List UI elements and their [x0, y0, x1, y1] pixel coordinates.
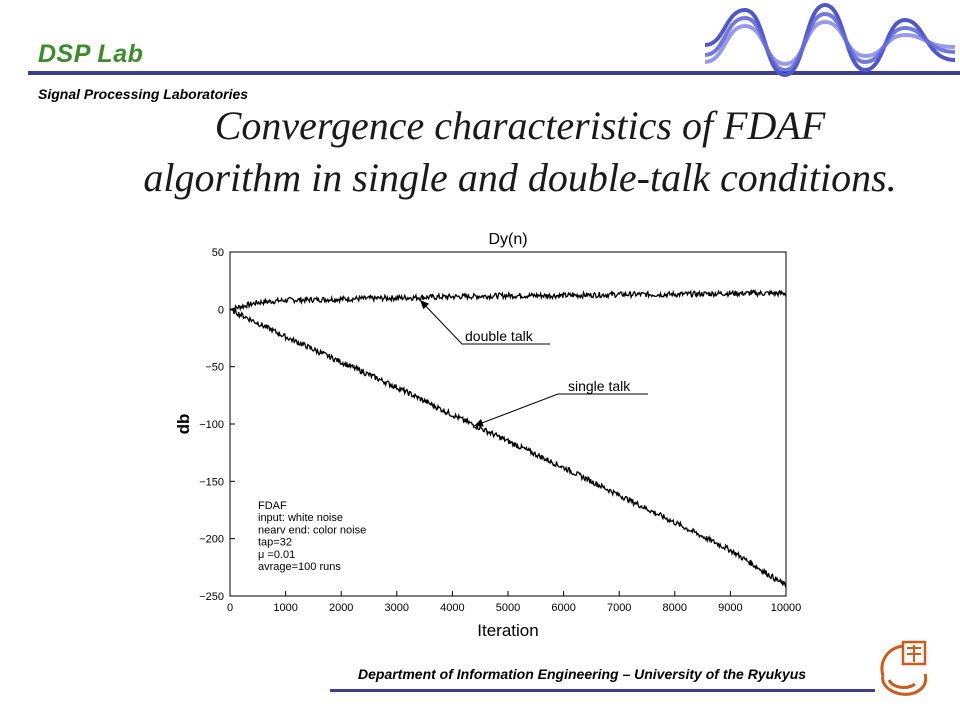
annotation-arrowhead: [420, 300, 430, 310]
chart-title: Dy(n): [488, 231, 527, 248]
x-tick-label: 8000: [663, 602, 687, 614]
header-divider: [28, 71, 960, 75]
y-tick-label: −200: [199, 534, 224, 546]
series-line-double-talk: [229, 288, 787, 314]
x-tick-label: 1000: [273, 602, 297, 614]
info-box-line: μ =0.01: [258, 549, 295, 561]
footer-divider: [330, 689, 875, 692]
university-emblem-icon: [880, 640, 928, 696]
x-tick-label: 4000: [440, 602, 464, 614]
x-tick-label: 9000: [718, 602, 742, 614]
plot-area-frame: [229, 251, 787, 597]
info-box-line: FDAF: [258, 500, 287, 512]
info-box-line: tap=32: [258, 537, 292, 549]
y-tick-label: 50: [212, 247, 224, 259]
slide-title: Convergence characteristics of FDAF algo…: [100, 100, 940, 204]
x-tick-label: 10000: [771, 602, 802, 614]
series-line-single-talk: [229, 308, 787, 588]
slide-title-line-2: algorithm in single and double-talk cond…: [143, 155, 897, 200]
x-tick-label: 0: [227, 602, 233, 614]
info-box-line: nearv end: color noise: [258, 524, 366, 536]
info-box-line: avrage=100 runs: [258, 561, 341, 573]
x-tick-label: 7000: [607, 602, 631, 614]
annotation-leader-line: [473, 393, 648, 427]
y-tick-label: −250: [199, 591, 224, 603]
x-tick-label: 6000: [551, 602, 575, 614]
x-tick-label: 2000: [329, 602, 353, 614]
x-tick-label: 3000: [385, 602, 409, 614]
x-tick-label: 5000: [496, 602, 520, 614]
y-tick-label: 0: [218, 304, 224, 316]
lab-name: DSP Lab: [38, 40, 144, 68]
slide-title-line-1: Convergence characteristics of FDAF: [214, 103, 826, 148]
annotation-label: double talk: [465, 328, 534, 344]
y-axis-label: db: [174, 414, 193, 435]
x-axis-label: Iteration: [477, 621, 538, 640]
lab-subtitle: Signal Processing Laboratories: [38, 86, 249, 102]
y-tick-label: −50: [205, 362, 224, 374]
y-tick-label: −100: [199, 419, 224, 431]
footer-text: Department of Information Engineering – …: [358, 666, 807, 682]
annotation-leader-line: [419, 299, 550, 345]
annotation-label: single talk: [568, 378, 631, 394]
info-box-line: input: white noise: [258, 512, 343, 524]
annotation-arrowhead: [474, 419, 484, 427]
sine-wave-logo-icon: [704, 2, 956, 78]
y-tick-label: −150: [199, 476, 224, 488]
